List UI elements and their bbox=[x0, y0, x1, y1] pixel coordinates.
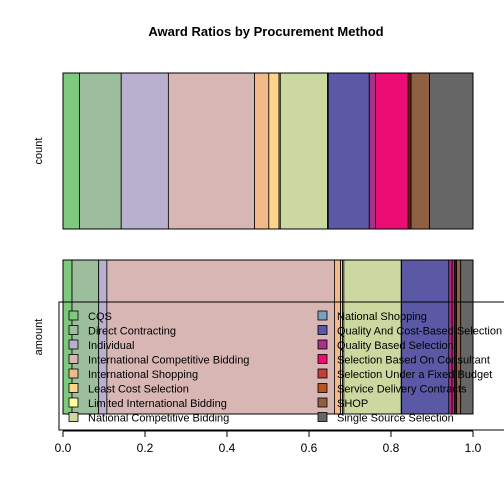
legend-label-10: Quality And Cost-Based Selection bbox=[337, 326, 502, 338]
legend-swatch-1 bbox=[68, 310, 79, 321]
legend-label-13: Selection Under a Fixed Budget bbox=[337, 369, 492, 381]
bar-segment-count-8 bbox=[279, 72, 328, 230]
legend-label-1: CQS bbox=[88, 311, 112, 323]
bar-segment-count-4 bbox=[167, 72, 255, 230]
bar-frame-count bbox=[62, 72, 474, 230]
legend-label-8: National Competitive Bidding bbox=[88, 413, 229, 425]
legend-swatch-8 bbox=[68, 412, 79, 422]
legend-swatch-3 bbox=[68, 339, 79, 350]
legend-label-12: Selection Based On Consultant bbox=[337, 355, 490, 367]
chart-title: Award Ratios by Procurement Method bbox=[148, 24, 383, 39]
legend-label-16: Single Source Selection bbox=[337, 413, 454, 425]
legend-label-2: Direct Contracting bbox=[88, 326, 176, 338]
legend-swatch-12 bbox=[317, 354, 328, 364]
legend-box bbox=[58, 301, 504, 431]
bar-segment-amount-8 bbox=[343, 259, 402, 415]
legend-swatch-11 bbox=[317, 339, 328, 350]
legend-label-14: Service Delivery Contracts bbox=[337, 384, 467, 396]
legend-swatch-14 bbox=[317, 383, 328, 393]
bar-segment-amount-4 bbox=[106, 259, 335, 415]
x-tick-label-0: 0.0 bbox=[55, 441, 72, 455]
legend-label-7: Limited International Bidding bbox=[88, 398, 227, 410]
legend-label-5: International Shopping bbox=[88, 369, 198, 381]
bar-segment-count-15 bbox=[410, 72, 430, 230]
bar-segment-count-10 bbox=[327, 72, 370, 230]
legend-swatch-6 bbox=[68, 383, 79, 393]
legend-swatch-9 bbox=[317, 310, 328, 321]
legend-label-6: Least Cost Selection bbox=[88, 384, 189, 396]
legend-swatch-7 bbox=[68, 397, 79, 408]
category-label-amount: amount bbox=[33, 319, 45, 356]
x-tick-label-2: 0.4 bbox=[219, 441, 236, 455]
legend-swatch-16 bbox=[317, 412, 328, 422]
legend-swatch-10 bbox=[317, 325, 328, 335]
legend-swatch-2 bbox=[68, 325, 79, 335]
legend-swatch-13 bbox=[317, 368, 328, 379]
x-tick-label-4: 0.8 bbox=[383, 441, 400, 455]
bar-segment-count-6 bbox=[268, 72, 280, 230]
legend-label-3: Individual bbox=[88, 340, 134, 352]
bar-frame-amount bbox=[62, 259, 474, 415]
category-label-count: count bbox=[33, 138, 45, 165]
bar-segment-count-3 bbox=[120, 72, 169, 230]
x-tick-label-3: 0.6 bbox=[301, 441, 318, 455]
legend-label-15: SHOP bbox=[337, 398, 368, 410]
bar-segment-count-16 bbox=[429, 72, 474, 230]
legend-label-11: Quality Based Selection bbox=[337, 340, 454, 352]
bar-segment-count-2 bbox=[79, 72, 122, 230]
legend-label-4: International Competitive Bidding bbox=[88, 355, 249, 367]
bars-layer: count amount bbox=[33, 72, 474, 415]
bar-segment-count-11 bbox=[368, 72, 376, 230]
legend-label-9: National Shopping bbox=[337, 311, 427, 323]
legend-swatch-4 bbox=[68, 354, 79, 364]
bar-segment-count-12 bbox=[375, 72, 409, 230]
legend: CQS Direct Contracting Individual Internati… bbox=[58, 301, 504, 431]
legend-swatch-5 bbox=[68, 368, 79, 379]
x-tick-label-1: 0.2 bbox=[137, 441, 154, 455]
bar-segment-count-5 bbox=[254, 72, 270, 230]
bar-segment-count-1 bbox=[62, 72, 80, 230]
legend-swatch-15 bbox=[317, 397, 328, 408]
x-tick-label-5: 1.0 bbox=[465, 441, 482, 455]
bar-segment-amount-10 bbox=[401, 259, 450, 415]
x-axis: 0.0 0.2 0.4 0.6 0.8 1.0 bbox=[55, 430, 482, 455]
